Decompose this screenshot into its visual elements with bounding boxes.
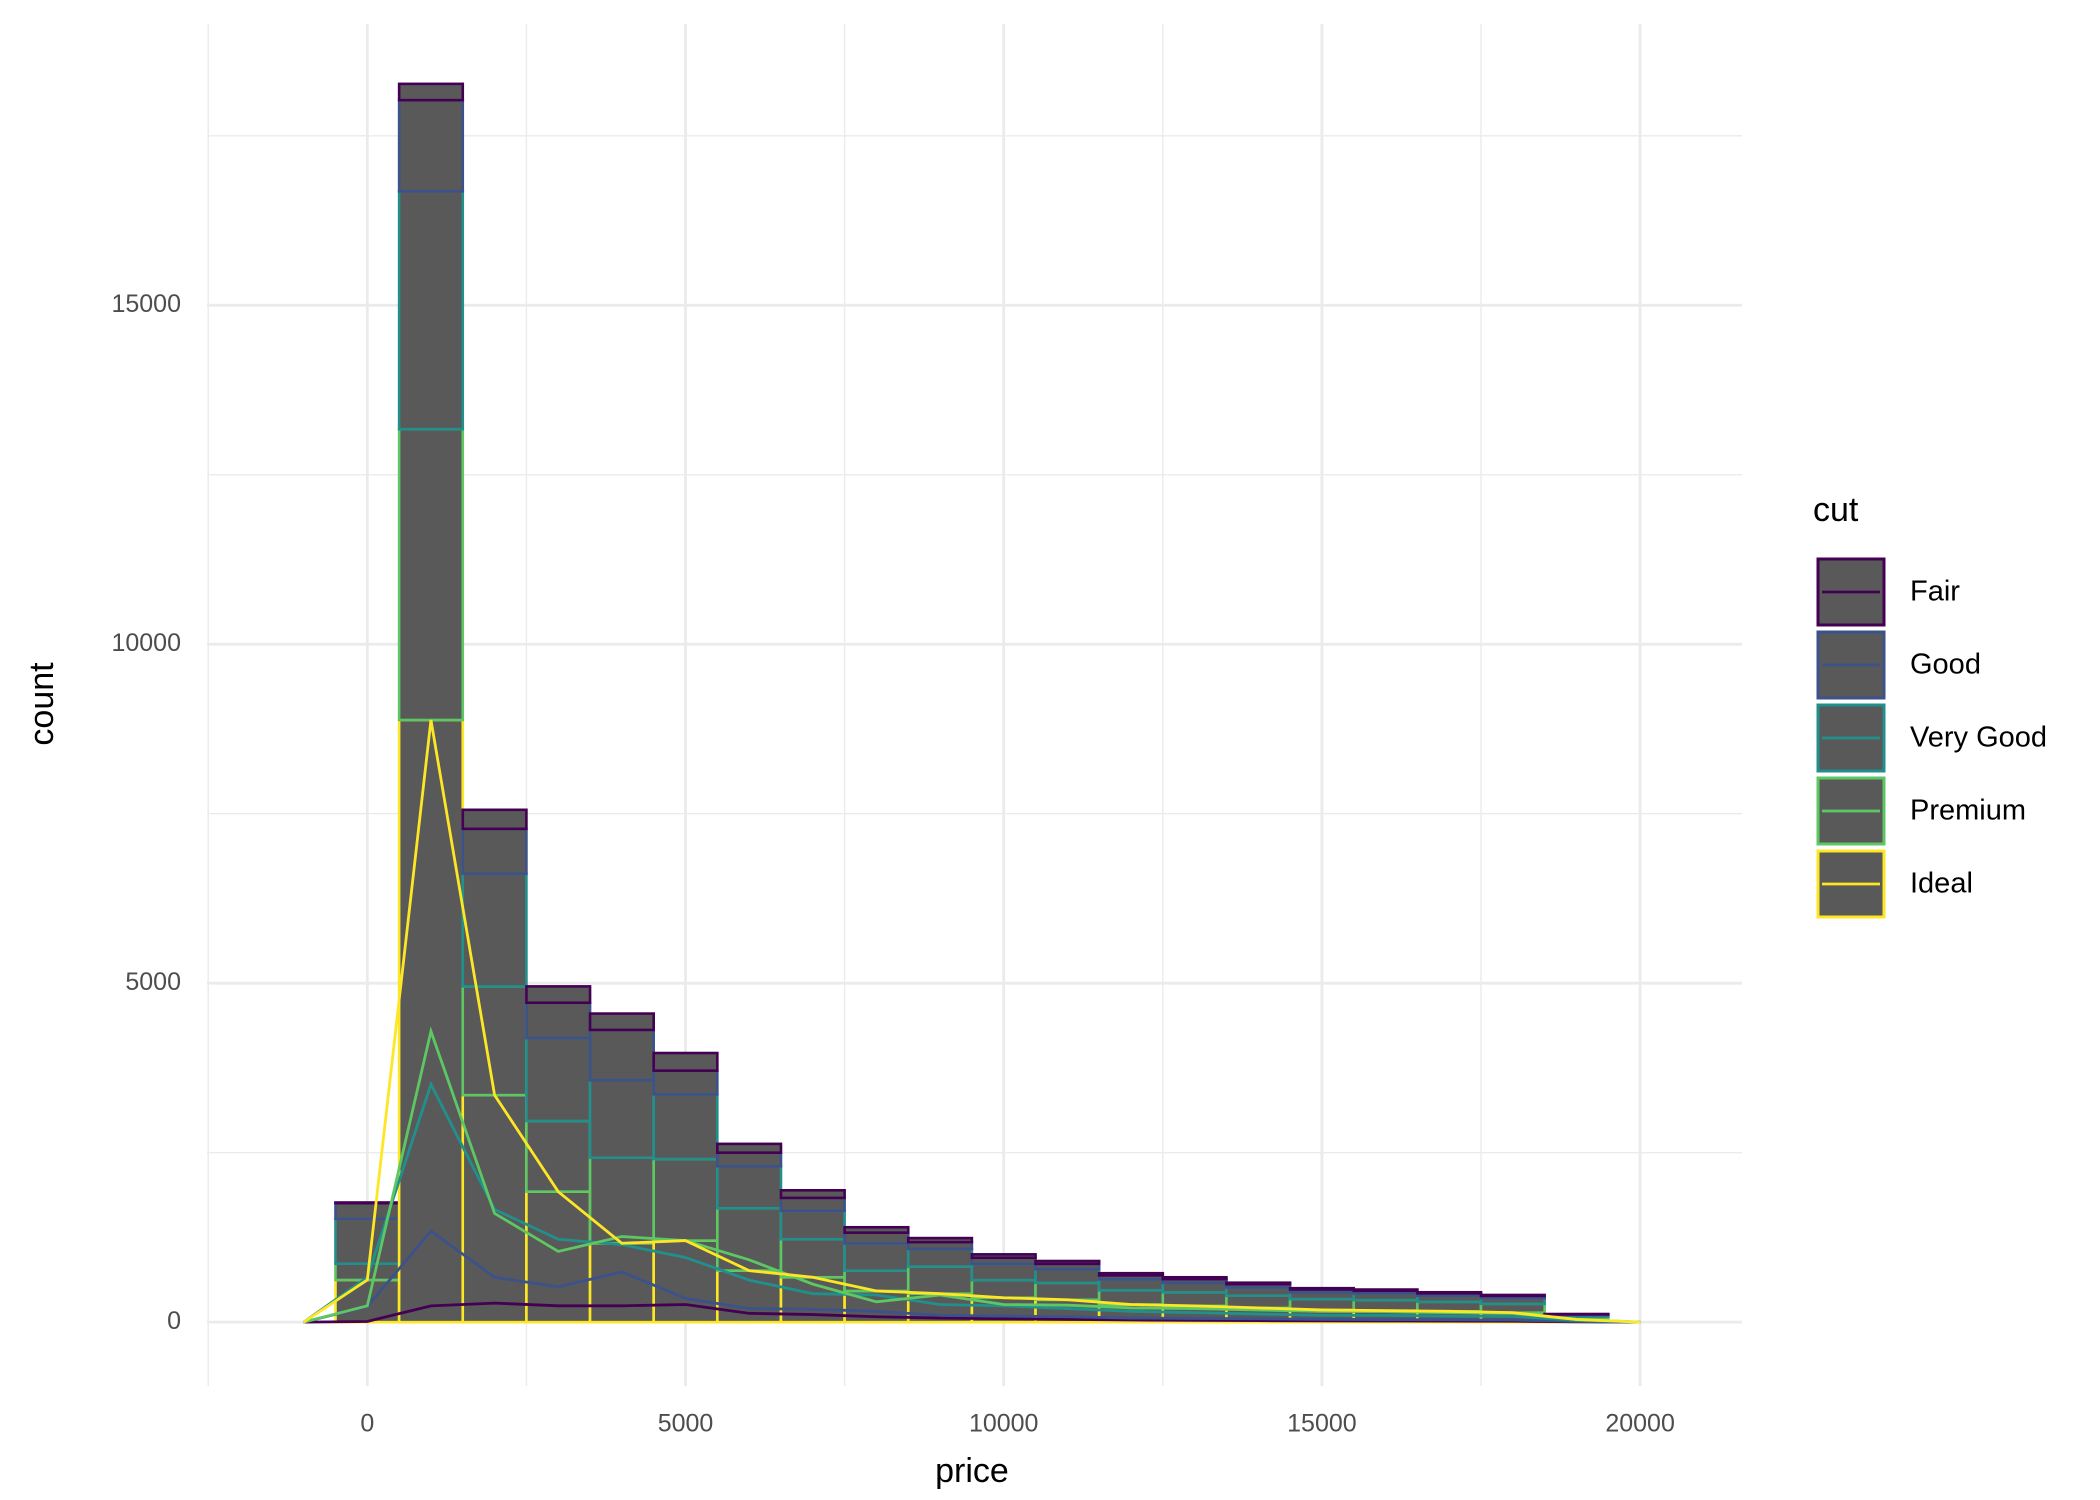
histogram-bar bbox=[716, 1151, 783, 1168]
histogram-bar bbox=[1161, 1291, 1228, 1308]
histogram-bar bbox=[970, 1253, 1037, 1260]
y-tick-label: 5000 bbox=[125, 968, 181, 996]
histogram-bar bbox=[525, 985, 592, 1005]
x-tick-label: 20000 bbox=[1605, 1410, 1675, 1438]
histogram-bar bbox=[1416, 1290, 1483, 1295]
legend-label: Premium bbox=[1910, 795, 2026, 827]
legend-label: Fair bbox=[1910, 576, 1960, 608]
histogram-bar bbox=[716, 1142, 783, 1154]
legend-title: cut bbox=[1813, 491, 1859, 529]
histogram-bar bbox=[906, 1265, 974, 1295]
histogram-bar bbox=[1479, 1293, 1546, 1298]
y-tick-label: 15000 bbox=[111, 290, 181, 318]
histogram-bar bbox=[779, 1196, 846, 1213]
histogram-bar bbox=[461, 827, 528, 876]
histogram-bar bbox=[1034, 1281, 1101, 1302]
histogram-bar bbox=[970, 1262, 1037, 1282]
legend-label: Good bbox=[1910, 649, 1981, 681]
x-tick-label: 5000 bbox=[658, 1410, 714, 1438]
histogram-bar bbox=[1097, 1278, 1165, 1292]
histogram-bar bbox=[652, 1051, 719, 1072]
x-axis-title: price bbox=[935, 1452, 1009, 1490]
histogram-bar bbox=[779, 1237, 846, 1279]
y-tick-label: 10000 bbox=[111, 629, 181, 657]
histogram-bar bbox=[334, 1217, 401, 1266]
histogram-bar bbox=[397, 82, 465, 102]
histogram-bar bbox=[1352, 1288, 1419, 1293]
histogram-bar bbox=[588, 1012, 655, 1032]
histogram-bar bbox=[525, 1190, 592, 1324]
histogram-bar bbox=[461, 985, 528, 1097]
histogram-bar bbox=[779, 1188, 846, 1200]
histogram-bar bbox=[843, 1231, 910, 1245]
histogram-bar bbox=[1097, 1271, 1165, 1277]
histogram-bar bbox=[588, 1242, 655, 1324]
y-axis-title: count bbox=[23, 662, 61, 746]
x-tick-label: 10000 bbox=[969, 1410, 1039, 1438]
histogram-bar bbox=[906, 1247, 974, 1268]
histogram-bar bbox=[906, 1236, 974, 1244]
histogram-bar bbox=[843, 1242, 910, 1272]
histogram-bar bbox=[652, 1093, 719, 1161]
y-tick-label: 0 bbox=[167, 1307, 181, 1335]
histogram-bar bbox=[1288, 1286, 1356, 1291]
histogram-bar bbox=[1034, 1259, 1101, 1266]
histogram-bar bbox=[1225, 1281, 1292, 1286]
histogram-bar bbox=[843, 1225, 910, 1234]
histogram-bar bbox=[397, 98, 465, 193]
histogram-bar bbox=[525, 1036, 592, 1123]
histogram-bar bbox=[461, 808, 528, 831]
histogram-bar bbox=[588, 1028, 655, 1082]
histogram-bar bbox=[779, 1209, 846, 1241]
histogram-bar bbox=[1034, 1267, 1101, 1285]
histogram-bar bbox=[588, 1078, 655, 1159]
legend-label: Very Good bbox=[1910, 722, 2047, 754]
histogram-bar bbox=[588, 1156, 655, 1245]
freqpoly-line bbox=[302, 1080, 1641, 1324]
histogram-bar bbox=[652, 1157, 719, 1242]
x-tick-label: 0 bbox=[360, 1410, 374, 1438]
legend-label: Ideal bbox=[1910, 868, 1973, 900]
freqpoly-line bbox=[302, 719, 1641, 1324]
histogram-bar bbox=[716, 1164, 783, 1210]
histogram-bar bbox=[652, 1069, 719, 1096]
histogram-bar bbox=[843, 1269, 910, 1293]
histogram-bar bbox=[1161, 1275, 1228, 1281]
histogram-bar bbox=[397, 427, 465, 722]
histogram-bar bbox=[525, 1001, 592, 1040]
x-tick-label: 15000 bbox=[1287, 1410, 1357, 1438]
histogram-bar bbox=[334, 1201, 401, 1205]
freqpoly-line bbox=[303, 1229, 1641, 1324]
histogram-bar bbox=[1161, 1281, 1228, 1294]
histogram-bar bbox=[397, 189, 465, 431]
